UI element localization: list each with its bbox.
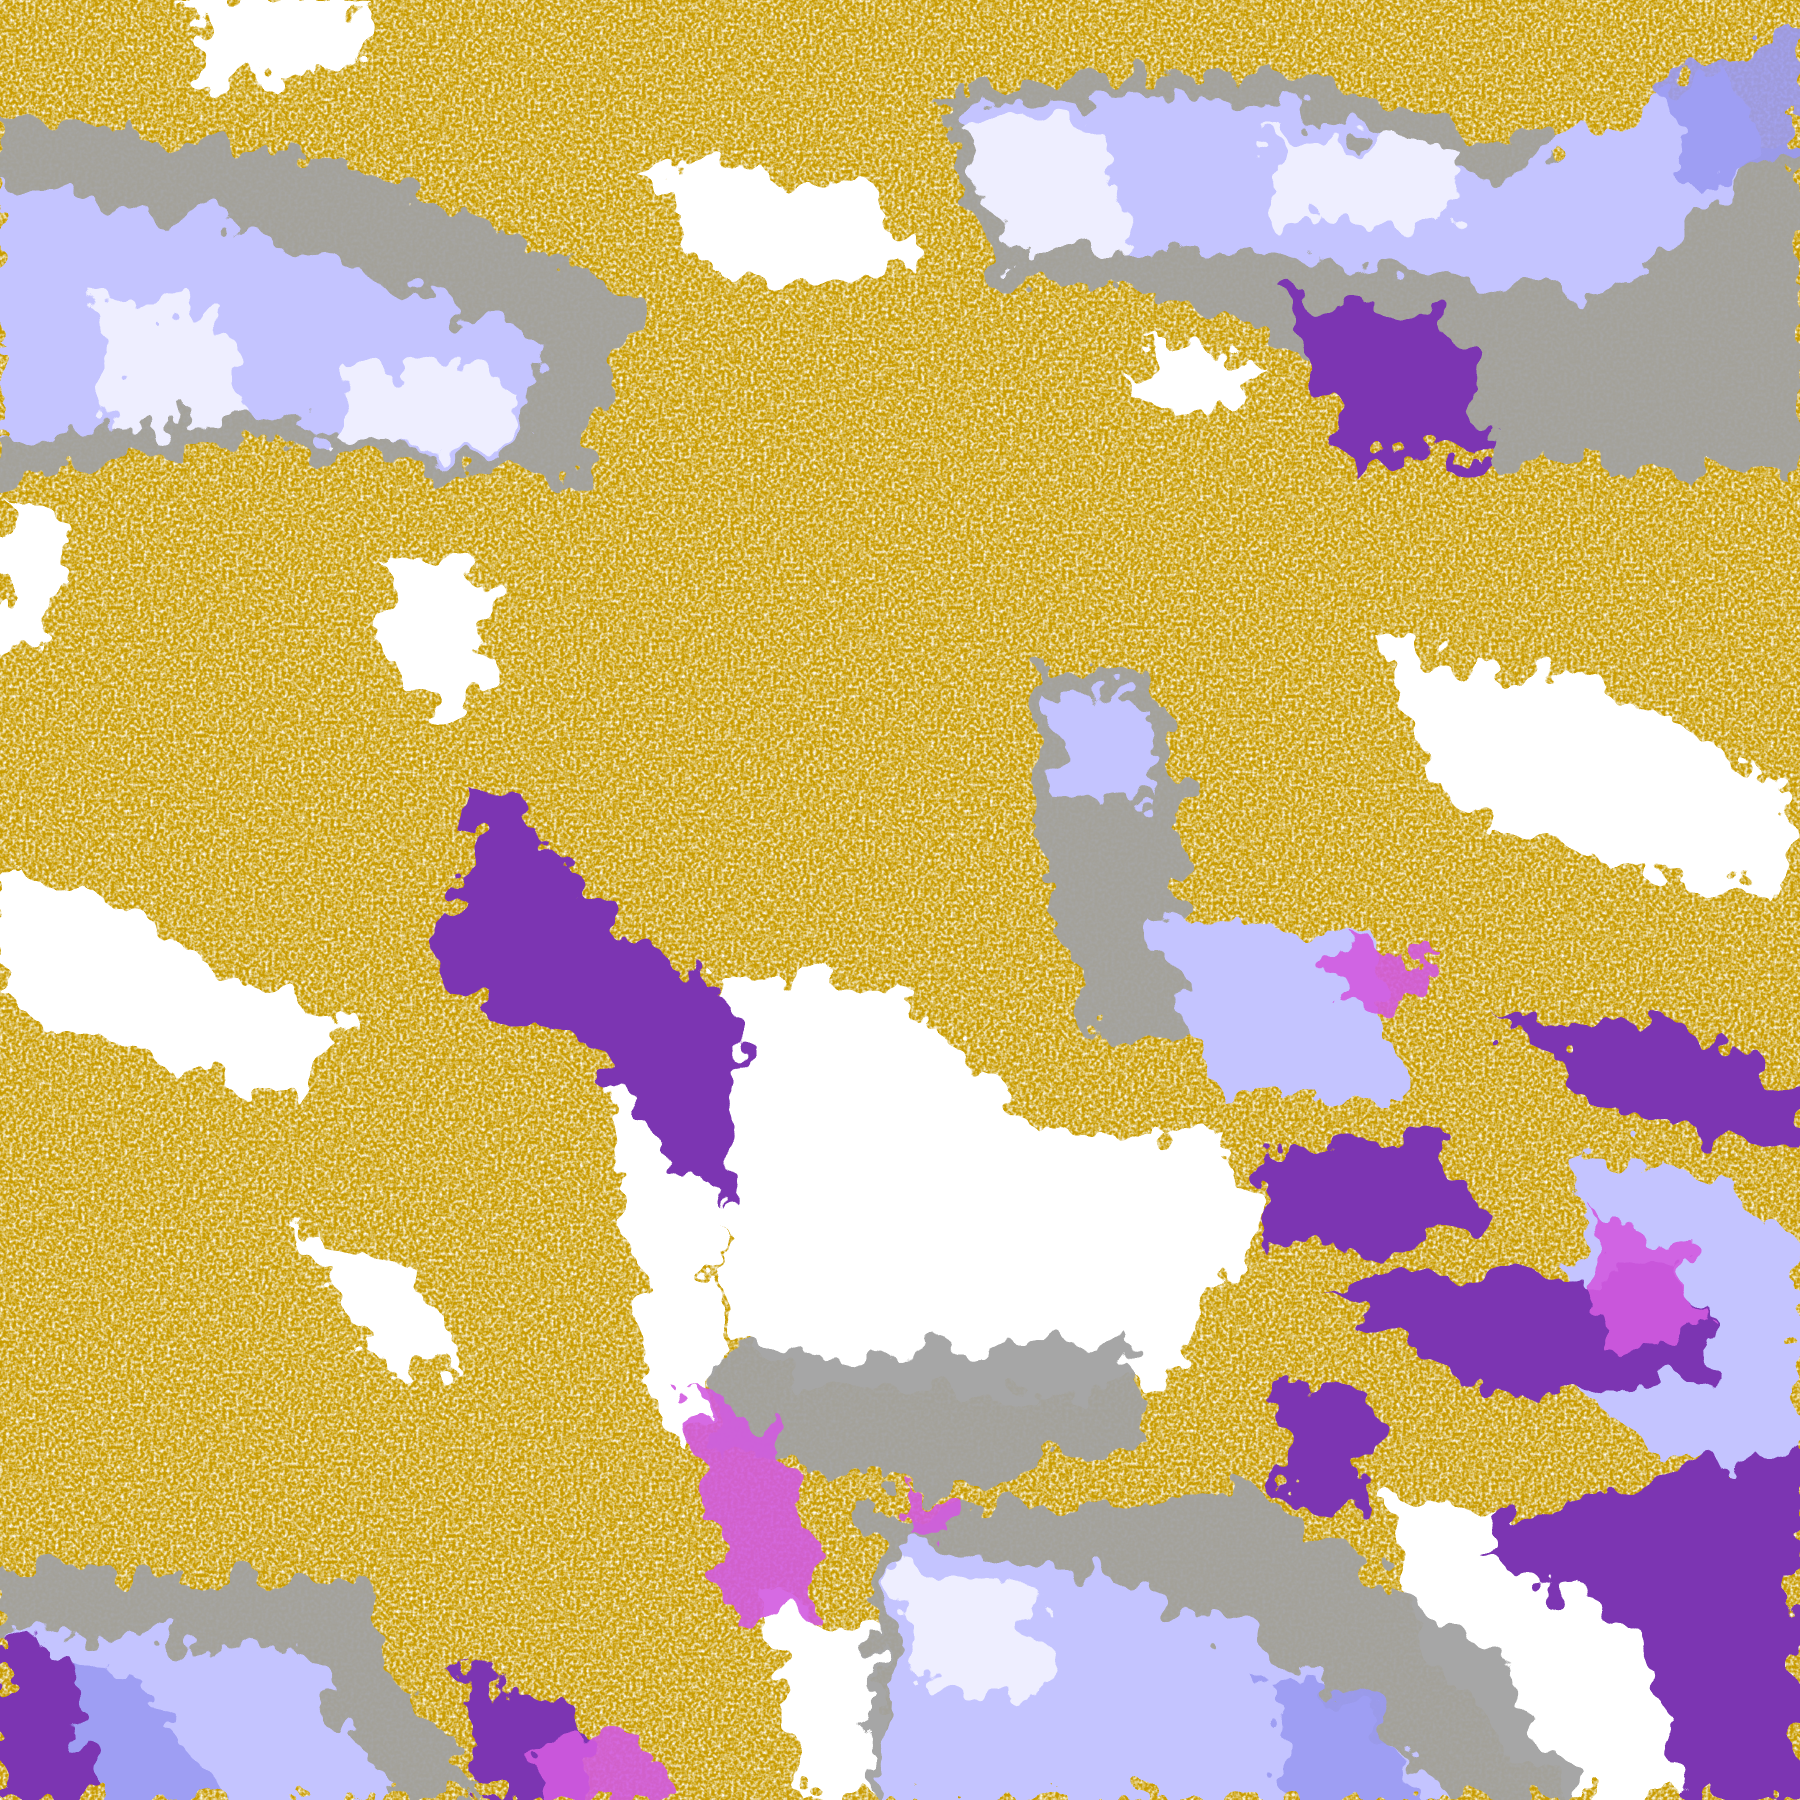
pale-cloud-regions bbox=[91, 114, 1470, 1699]
magenta-regions bbox=[528, 941, 1699, 1800]
